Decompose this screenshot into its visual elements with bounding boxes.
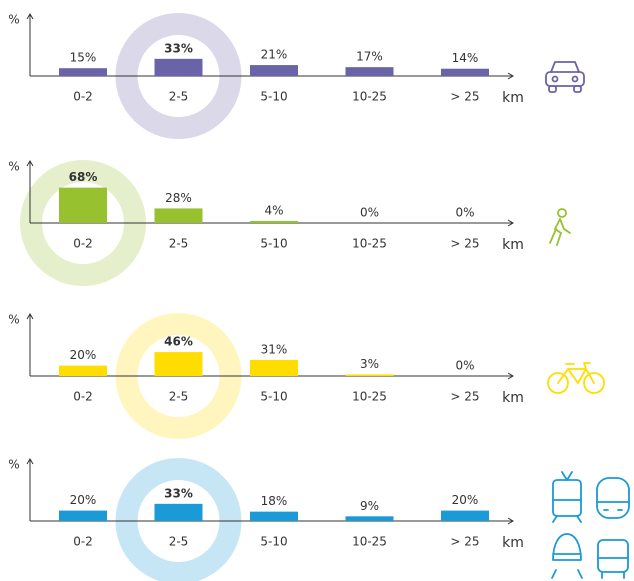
value-label: 14% <box>452 51 479 65</box>
bar <box>345 374 394 376</box>
bar-chart: % km 20% 0-2 46% 2-5 31% 5-10 3% 10-25 0% > 25 <box>8 313 524 439</box>
bar-chart: % km 15% 0-2 33% 2-5 21% 5-10 17% 10-25 14% > 25 <box>8 13 524 139</box>
bar <box>59 68 107 76</box>
x-tick-label: 2-5 <box>169 237 189 251</box>
x-tick-label: 10-25 <box>352 535 387 549</box>
bar <box>250 65 298 76</box>
x-tick-label: 0-2 <box>73 237 93 251</box>
value-label: 20% <box>452 493 479 507</box>
y-axis <box>26 313 34 376</box>
y-axis-label: % <box>8 458 19 472</box>
bar <box>345 67 394 76</box>
value-label: 28% <box>165 191 192 205</box>
y-axis-label: % <box>8 160 19 174</box>
value-label: 33% <box>164 41 193 55</box>
bar <box>441 68 489 76</box>
x-axis-label: km <box>502 390 524 406</box>
bar <box>154 352 203 376</box>
bar <box>250 359 298 376</box>
x-tick-label: 10-25 <box>352 90 387 104</box>
x-tick-label: 5-10 <box>260 90 287 104</box>
y-axis <box>26 13 34 76</box>
bar <box>154 208 203 223</box>
y-axis <box>26 160 34 223</box>
bar <box>441 510 489 521</box>
value-label: 17% <box>356 50 383 64</box>
walk-icon <box>549 208 571 246</box>
x-tick-label: 0-2 <box>73 390 93 404</box>
x-tick-label: 0-2 <box>73 90 93 104</box>
value-label: 0% <box>455 359 474 373</box>
bar <box>59 187 107 223</box>
x-tick-label: > 25 <box>450 90 479 104</box>
bar <box>154 503 203 521</box>
value-label: 4% <box>264 203 283 217</box>
value-label: 9% <box>360 499 379 513</box>
x-tick-label: 0-2 <box>73 535 93 549</box>
x-tick-label: > 25 <box>450 390 479 404</box>
y-axis-label: % <box>8 313 19 327</box>
bar <box>250 220 298 223</box>
y-axis <box>26 458 34 521</box>
value-label: 33% <box>164 486 193 500</box>
value-label: 18% <box>261 494 288 508</box>
value-label: 0% <box>455 206 474 220</box>
x-axis-label: km <box>502 535 524 551</box>
bar-chart: % km 20% 0-2 33% 2-5 18% 5-10 9% 10-25 20% > 25 <box>8 458 524 581</box>
x-tick-label: 10-25 <box>352 390 387 404</box>
x-tick-label: 5-10 <box>260 535 287 549</box>
transit-icons <box>551 471 630 579</box>
bar <box>59 365 107 376</box>
x-axis-label: km <box>502 237 524 253</box>
x-tick-label: 10-25 <box>352 237 387 251</box>
value-label: 0% <box>360 206 379 220</box>
y-axis-label: % <box>8 13 19 27</box>
value-label: 31% <box>261 342 288 356</box>
bar <box>250 511 298 521</box>
x-tick-label: > 25 <box>450 535 479 549</box>
value-label: 15% <box>70 51 97 65</box>
value-label: 20% <box>70 493 97 507</box>
value-label: 46% <box>164 335 193 349</box>
value-label: 21% <box>261 48 288 62</box>
bar <box>59 510 107 521</box>
bar <box>345 516 394 521</box>
bar <box>154 58 203 76</box>
x-tick-label: 5-10 <box>260 390 287 404</box>
x-tick-label: > 25 <box>450 237 479 251</box>
value-label: 20% <box>70 348 97 362</box>
x-tick-label: 2-5 <box>169 90 189 104</box>
x-axis-label: km <box>502 90 524 106</box>
value-label: 68% <box>69 170 98 184</box>
bar-chart: % km 68% 0-2 28% 2-5 4% 5-10 0% 10-25 0% > 25 <box>8 160 524 286</box>
car-icon <box>545 61 585 93</box>
x-tick-label: 5-10 <box>260 237 287 251</box>
value-label: 3% <box>360 357 379 371</box>
x-tick-label: 2-5 <box>169 535 189 549</box>
bike-icon <box>547 362 605 394</box>
x-tick-label: 2-5 <box>169 390 189 404</box>
